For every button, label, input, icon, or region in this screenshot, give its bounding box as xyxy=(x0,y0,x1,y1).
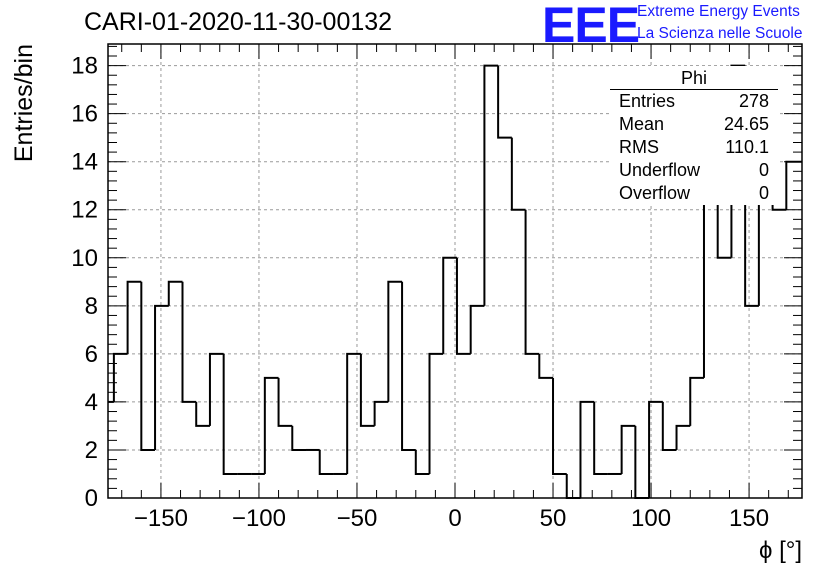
x-tick-label: 100 xyxy=(631,505,671,532)
histogram-bin xyxy=(167,280,183,306)
stats-value: 278 xyxy=(738,91,769,111)
y-tick-label: 18 xyxy=(71,53,98,80)
y-axis-label: Entries/bin xyxy=(10,44,38,162)
histogram-bin xyxy=(195,401,210,427)
stats-box: Phi Entries 278 Mean 24.65 RMS 110.1 Und… xyxy=(610,66,778,205)
eee-logo: EEE xyxy=(542,0,640,53)
y-tick-label: 6 xyxy=(85,341,98,368)
stats-value: 110.1 xyxy=(725,137,769,157)
histogram-bin xyxy=(634,425,650,499)
histogram-bin xyxy=(401,281,416,451)
histogram-bin xyxy=(154,304,169,450)
y-tick-label: 8 xyxy=(85,293,98,320)
y-tick-label: 12 xyxy=(71,197,98,224)
stats-row: Overflow 0 xyxy=(610,182,778,205)
stats-row: Entries 278 xyxy=(610,90,778,113)
y-tick-label: 0 xyxy=(85,485,98,512)
logo-caption-line1: Extreme Energy Events xyxy=(637,3,800,20)
histogram-bars xyxy=(108,64,802,499)
x-tick-label: 150 xyxy=(729,505,769,532)
stats-row: Mean 24.65 xyxy=(610,113,778,136)
y-tick-label: 4 xyxy=(85,389,98,416)
histogram-bin xyxy=(112,352,128,402)
histogram-bin xyxy=(414,449,430,475)
histogram-bin xyxy=(428,352,444,474)
axis-tick-labels: −150 −100 −50 0 50 100 150 0 2 4 6 8 10 12 14 16 18 xyxy=(71,53,769,532)
y-tick-label: 10 xyxy=(71,245,98,272)
x-tick-label: 50 xyxy=(540,505,567,532)
y-tick-label: 16 xyxy=(71,101,98,128)
histogram-bin xyxy=(318,449,334,475)
stats-row: RMS 110.1 xyxy=(610,136,778,159)
histogram-bin xyxy=(497,65,512,139)
stats-label: RMS xyxy=(619,137,659,157)
histogram-bin xyxy=(689,376,704,426)
chart-title: CARI-01-2020-11-30-00132 xyxy=(84,8,393,36)
histogram-bin xyxy=(538,353,554,379)
histogram-bin xyxy=(661,401,677,451)
histogram-bin xyxy=(510,137,526,211)
histogram-bin xyxy=(579,400,595,498)
stats-label: Underflow xyxy=(619,160,701,180)
histogram-bin xyxy=(277,377,293,427)
x-axis-label: ϕ [°] xyxy=(759,537,802,564)
x-tick-label: −150 xyxy=(134,505,188,532)
histogram-bin xyxy=(126,280,142,354)
stats-label: Mean xyxy=(619,114,665,134)
histogram-bin xyxy=(469,304,485,354)
histogram-bin xyxy=(263,376,279,474)
stats-value: 0 xyxy=(758,160,769,180)
axis-ticks xyxy=(108,44,802,499)
x-tick-label: 0 xyxy=(448,505,461,532)
histogram-bin xyxy=(524,209,540,355)
histogram-bin xyxy=(552,377,567,475)
histogram-bin xyxy=(785,160,802,210)
y-tick-label: 14 xyxy=(71,149,98,176)
histogram-bin xyxy=(648,400,663,498)
stats-label: Entries xyxy=(619,91,676,111)
stats-value: 24.65 xyxy=(723,114,769,134)
histogram-bin xyxy=(675,424,691,450)
histogram-bin xyxy=(140,281,156,451)
histogram-bin xyxy=(716,185,732,259)
histogram-bin xyxy=(359,353,375,427)
stats-value: 0 xyxy=(758,183,769,203)
histogram-bin xyxy=(455,257,471,355)
histogram-bin xyxy=(702,184,718,378)
y-tick-label: 2 xyxy=(85,437,98,464)
logo-caption-line2: La Scienza nelle Scuole xyxy=(637,25,803,42)
histogram-bin xyxy=(593,401,608,475)
histogram-bin xyxy=(208,352,224,426)
histogram-bin xyxy=(346,352,361,474)
x-tick-label: −50 xyxy=(337,505,378,532)
histogram-bin xyxy=(373,400,389,426)
stats-row: Underflow 0 xyxy=(610,159,778,182)
histogram-bin xyxy=(620,424,636,474)
x-tick-label: −100 xyxy=(232,505,286,532)
stats-label: Overflow xyxy=(619,183,691,203)
histogram-bin xyxy=(565,473,581,499)
histogram-bin xyxy=(291,425,307,451)
histogram-bin xyxy=(442,256,457,354)
histogram-bin xyxy=(181,281,197,403)
stats-title: Phi xyxy=(610,66,778,90)
histogram-bin xyxy=(222,353,238,475)
histogram-bin xyxy=(387,280,403,402)
histogram-bin xyxy=(483,64,499,306)
